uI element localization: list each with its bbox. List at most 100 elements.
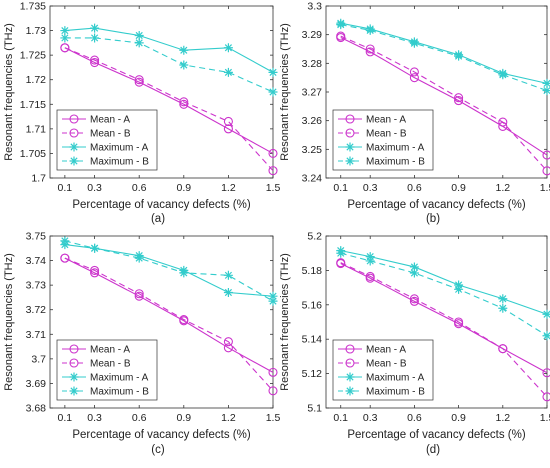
y-tick-label: 1.7 xyxy=(31,173,46,185)
legend-marker xyxy=(345,344,355,354)
data-point xyxy=(542,309,550,319)
data-point xyxy=(268,67,278,77)
data-point xyxy=(268,296,278,306)
legend-marker xyxy=(69,142,79,152)
x-tick-label: 0.1 xyxy=(333,182,348,194)
x-tick-label: 1.2 xyxy=(221,182,236,194)
y-tick-label: 5.14 xyxy=(302,334,323,346)
series-line-2 xyxy=(340,35,548,172)
x-tick-label: 0.9 xyxy=(451,412,466,424)
series-line-3 xyxy=(64,27,274,73)
legend-entry: Maximum - A xyxy=(366,143,425,154)
legend-marker xyxy=(69,358,79,368)
data-point xyxy=(365,44,375,54)
x-axis-label: Percentage of vacancy defects (%) xyxy=(72,429,251,441)
data-point xyxy=(90,55,100,65)
legend-marker xyxy=(69,344,79,354)
series-line-1 xyxy=(64,47,274,154)
legend-entry: Mean - A xyxy=(366,345,406,356)
data-point xyxy=(90,265,100,275)
legend-marker xyxy=(345,372,355,382)
legend-marker xyxy=(345,128,355,138)
data-point xyxy=(268,87,278,97)
legend-entry: Mean - B xyxy=(366,359,407,370)
series-line-3 xyxy=(64,244,274,297)
data-point xyxy=(365,271,375,281)
data-point xyxy=(454,317,464,327)
data-point xyxy=(409,262,419,272)
data-point xyxy=(365,256,375,266)
data-point xyxy=(498,294,508,304)
series-line-1 xyxy=(340,37,548,156)
x-tick-label: 0.6 xyxy=(132,412,147,424)
x-tick-label: 1.5 xyxy=(540,412,550,424)
y-tick-label: 3.26 xyxy=(302,115,323,127)
y-tick-label: 3.72 xyxy=(26,304,47,316)
legend-entry: Mean - A xyxy=(90,115,130,126)
y-axis-label: Resonant frequencies (THz) xyxy=(279,23,291,161)
y-tick-label: 3.68 xyxy=(26,403,47,415)
x-tick-label: 0.6 xyxy=(132,182,147,194)
legend-marker xyxy=(345,156,355,166)
series-line-4 xyxy=(64,37,274,93)
x-tick-label: 0.6 xyxy=(407,412,422,424)
data-point xyxy=(542,86,550,96)
data-point xyxy=(454,284,464,294)
data-point xyxy=(498,117,508,127)
x-tick-label: 0.1 xyxy=(333,412,348,424)
data-point xyxy=(90,268,100,278)
x-tick-label: 1.5 xyxy=(266,412,281,424)
y-tick-label: 3.28 xyxy=(302,58,323,70)
series-line-4 xyxy=(64,240,274,302)
data-point xyxy=(90,23,100,33)
legend-entry: Maximum - B xyxy=(366,387,425,398)
legend-marker xyxy=(69,128,79,138)
chart-panel-1: 0.1 0.3 0.6 0.9 1.2 1.5 1.7 1.705 1.71 1.715 1.72 1… xyxy=(3,1,280,226)
data-point xyxy=(179,60,189,70)
x-tick-label: 0.3 xyxy=(363,412,378,424)
y-axis-label: Resonant frequencies (THz) xyxy=(3,253,15,391)
data-point xyxy=(134,289,144,299)
data-point xyxy=(454,51,464,61)
x-tick-label: 0.1 xyxy=(58,182,73,194)
y-tick-label: 3.25 xyxy=(302,144,323,156)
y-tick-label: 3.69 xyxy=(26,378,47,390)
data-point xyxy=(60,33,70,43)
chart-panel-3: 0.1 0.3 0.6 0.9 1.2 1.5 3.68 3.69 3.7 3.71 3.72 3.7… xyxy=(3,231,280,457)
data-point xyxy=(268,291,278,301)
data-point xyxy=(542,392,550,402)
data-point xyxy=(60,253,70,263)
data-point xyxy=(498,344,508,354)
y-tick-label: 1.725 xyxy=(20,50,46,62)
legend-entry: Maximum - B xyxy=(366,157,425,168)
data-point xyxy=(365,25,375,35)
x-axis-label: Percentage of vacancy defects (%) xyxy=(72,199,251,211)
series-line-2 xyxy=(64,47,274,171)
series-line-1 xyxy=(340,263,548,374)
data-point xyxy=(542,150,550,160)
series-line-3 xyxy=(340,22,548,84)
legend-entry: Mean - A xyxy=(366,115,406,126)
data-point xyxy=(90,57,100,68)
y-tick-label: 1.71 xyxy=(26,123,47,135)
y-tick-label: 1.705 xyxy=(20,148,46,160)
x-tick-label: 1.2 xyxy=(495,182,510,194)
legend-marker xyxy=(69,114,79,124)
data-point xyxy=(336,258,346,268)
y-tick-label: 5.16 xyxy=(302,299,323,311)
y-tick-label: 1.73 xyxy=(26,25,47,37)
legend-entry: Maximum - A xyxy=(90,143,149,154)
panel-label: (c) xyxy=(151,444,165,456)
data-point xyxy=(223,116,233,127)
legend-marker xyxy=(69,372,79,382)
x-tick-label: 1.5 xyxy=(540,182,550,194)
y-tick-label: 3.29 xyxy=(302,29,323,41)
data-point xyxy=(223,67,233,77)
legend-entry: Maximum - A xyxy=(366,373,425,384)
data-point xyxy=(223,288,233,298)
y-tick-label: 3.27 xyxy=(302,87,323,99)
data-point xyxy=(454,96,464,106)
data-point xyxy=(134,38,144,48)
data-point xyxy=(409,73,419,83)
